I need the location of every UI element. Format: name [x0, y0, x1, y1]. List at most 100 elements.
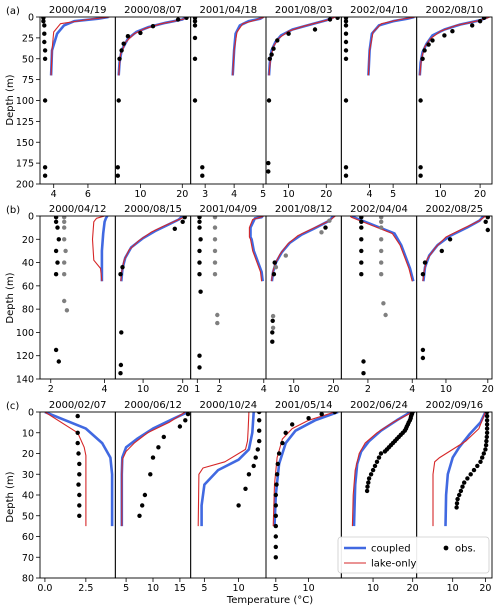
subplot-frame: [265, 215, 342, 380]
obs-point: [192, 35, 198, 41]
coupled-line: [444, 412, 487, 527]
coupled-line: [367, 17, 415, 76]
subplot-frame: [39, 16, 116, 185]
x-tick-label: 4: [231, 189, 237, 200]
obs-point: [382, 449, 388, 454]
obs-point: [115, 165, 121, 170]
obs-point: [422, 260, 428, 265]
y-tick-label: 30: [22, 470, 34, 481]
obs-point: [343, 48, 349, 53]
obs-point: [121, 41, 126, 46]
obs-point: [76, 482, 81, 487]
obs-point: [484, 413, 490, 419]
panel-label: (a): [6, 6, 20, 17]
obs-point: [418, 98, 423, 103]
subplot-title: 2000/02/07: [49, 400, 107, 411]
subplot-frame: [340, 16, 418, 185]
y-tick-label: 10: [22, 428, 34, 439]
obs-point: [150, 455, 156, 460]
subplot-title: 2002/06/24: [350, 400, 408, 411]
obs-point: [484, 434, 489, 440]
obs-grey-point: [61, 237, 67, 242]
subplot-title: 2000/04/12: [49, 204, 107, 215]
subplot-title: 2001/08/12: [275, 204, 333, 215]
obs-grey-point: [379, 216, 384, 220]
subplot-title: 2000/10/24: [200, 400, 258, 411]
obs-point: [269, 52, 274, 57]
obs-point: [455, 496, 460, 502]
obs-point: [364, 488, 370, 494]
obs-point: [271, 46, 276, 51]
obs-point: [480, 455, 485, 460]
data-layer: [432, 412, 490, 527]
subplot-2002-06-24: 2002/06/24 10 20: [340, 400, 419, 594]
obs-point: [483, 219, 488, 224]
obs-point: [484, 412, 490, 415]
obs-point: [148, 472, 153, 477]
obs-point: [42, 56, 48, 61]
obs-point: [454, 501, 460, 506]
obs-point: [200, 165, 205, 170]
y-tick-label: 0: [28, 13, 34, 24]
lake-only-line: [44, 412, 87, 527]
x-tick-label: 2.5: [78, 583, 93, 594]
obs-point: [41, 17, 46, 20]
data-layer: [272, 412, 339, 560]
obs-point: [115, 173, 121, 178]
obs-point: [272, 260, 277, 265]
obs-point: [42, 23, 47, 28]
subplot-2000-08-15: 2000/08/15 10 20: [114, 204, 192, 395]
subplot-frame: [39, 215, 116, 380]
data-layer: [118, 216, 187, 376]
x-tick-label: 20: [327, 384, 339, 395]
obs-point: [454, 505, 459, 510]
obs-point: [197, 272, 202, 277]
obs-point: [420, 272, 426, 277]
legend-obs-swatch: [443, 545, 449, 551]
subplot-frame: [340, 215, 418, 380]
y-tick-label: 25: [22, 33, 34, 44]
legend-lake-only-label: lake-only: [371, 559, 417, 570]
obs-grey-point: [212, 272, 218, 277]
obs-point: [142, 492, 148, 498]
subplot-title: 2000/04/19: [49, 5, 107, 16]
obs-point: [319, 412, 324, 417]
obs-point: [119, 48, 124, 53]
obs-point: [422, 48, 427, 53]
coupled-line: [231, 17, 264, 76]
legend-box: [337, 536, 490, 574]
lake-only-line: [232, 17, 265, 76]
data-layer: [197, 216, 264, 370]
data-layer: [115, 17, 189, 178]
lake-only-line: [351, 412, 413, 527]
obs-point: [430, 38, 435, 43]
x-tick-label: 5: [390, 189, 396, 200]
obs-point: [343, 165, 349, 170]
subplot-title: 2000/08/15: [124, 204, 182, 215]
data-layer: [343, 17, 416, 178]
x-tick-label: 20: [177, 384, 189, 395]
obs-point: [343, 23, 349, 28]
coupled-line: [100, 216, 109, 282]
x-tick-label: 2: [365, 384, 371, 395]
obs-point: [150, 24, 156, 29]
obs-grey-point: [212, 248, 218, 254]
obs-point: [116, 98, 121, 103]
y-tick-label: 70: [22, 553, 34, 564]
obs-point: [138, 30, 143, 36]
x-tick-label: 10: [233, 583, 245, 594]
x-tick-label: 5: [201, 583, 207, 594]
obs-point: [484, 430, 490, 435]
obs-point: [273, 503, 278, 508]
y-tick-label: 50: [22, 54, 34, 65]
panel-label: (b): [6, 205, 20, 216]
obs-point: [42, 98, 48, 103]
data-layer: [266, 17, 340, 174]
obs-grey-point: [379, 225, 384, 230]
obs-point: [172, 226, 177, 231]
obs-point: [273, 534, 278, 539]
obs-point: [485, 216, 490, 220]
obs-point: [420, 347, 426, 353]
x-tick-label: 20: [482, 384, 494, 395]
obs-grey-point: [61, 219, 67, 224]
